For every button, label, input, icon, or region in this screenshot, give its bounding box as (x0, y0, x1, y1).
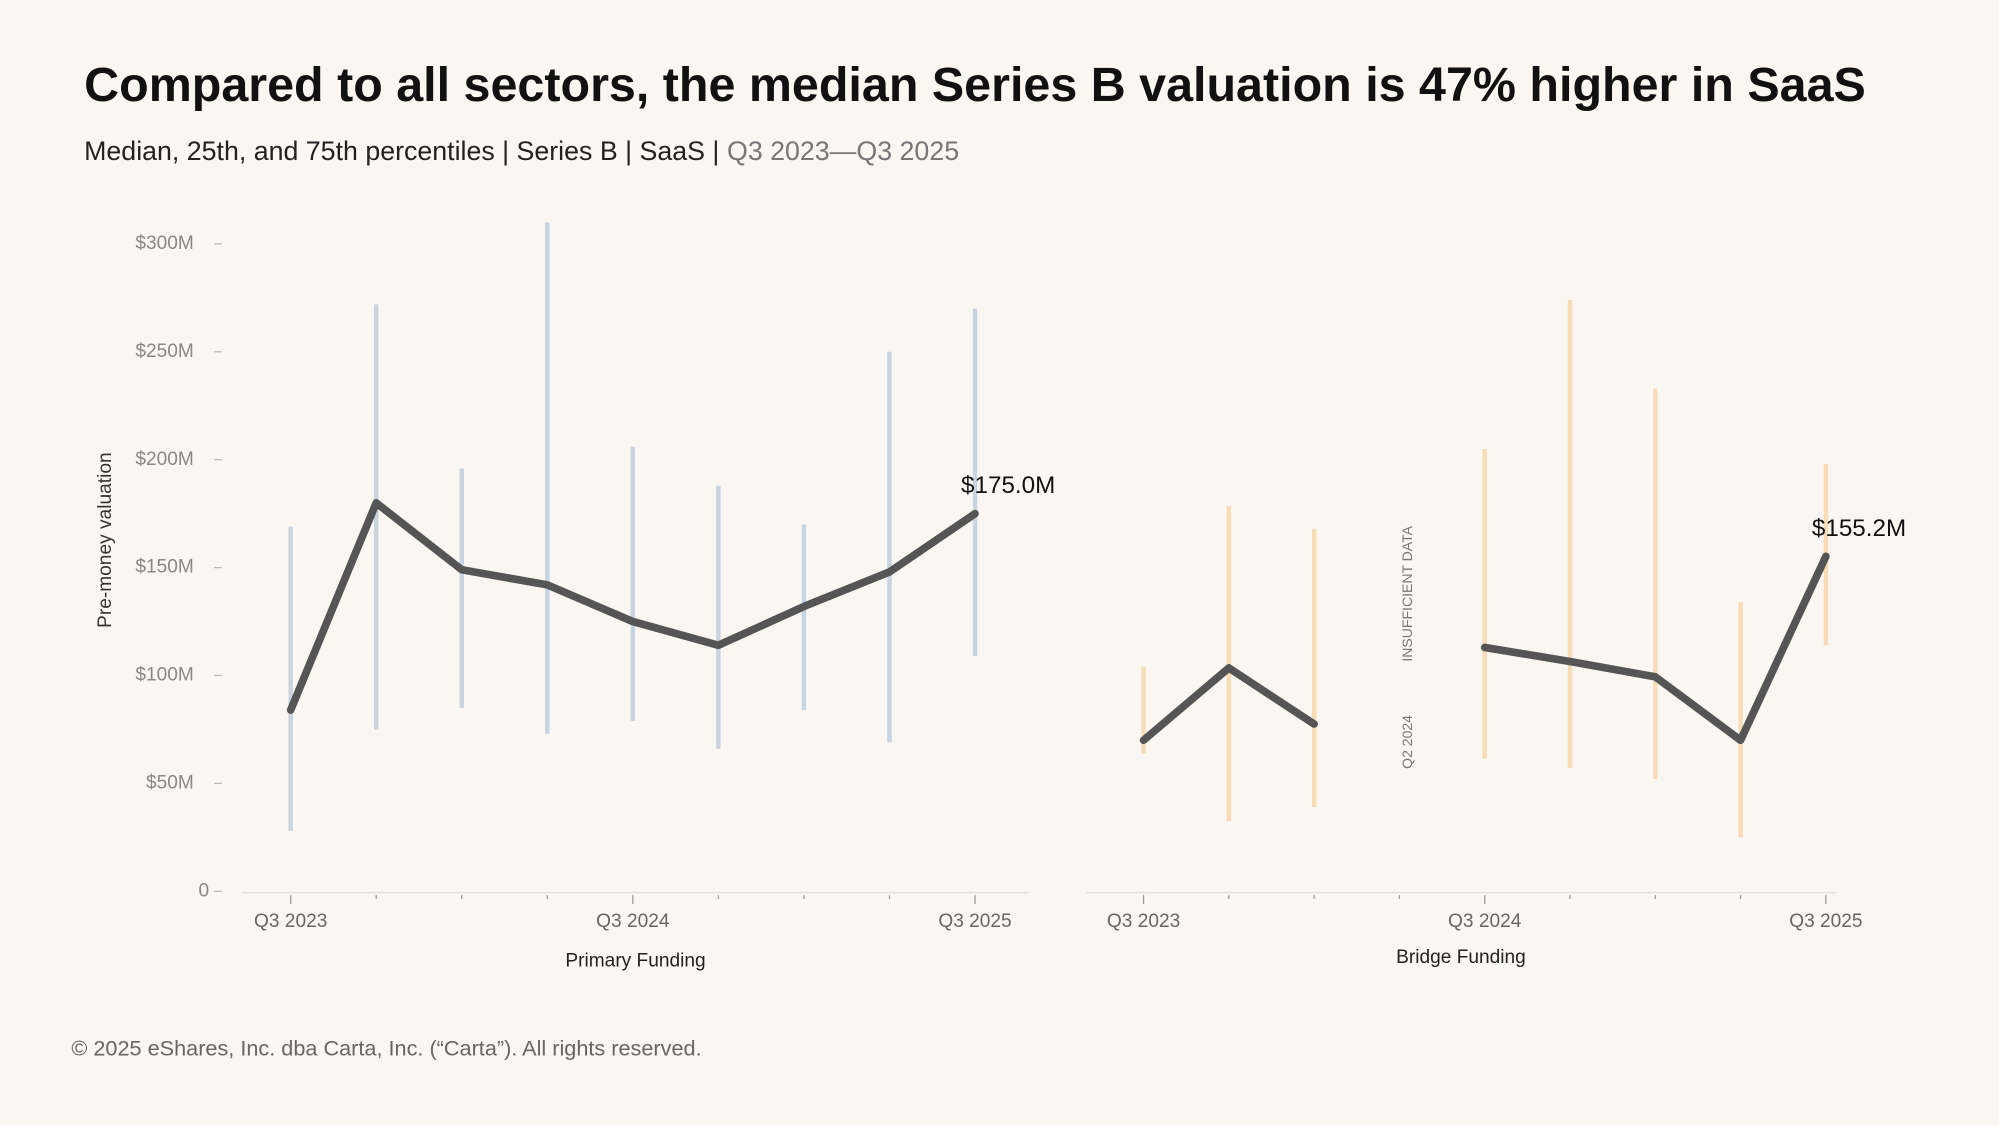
title: Compared to all sectors, the median Seri… (84, 58, 1866, 112)
y-tick-label: $50M (146, 772, 194, 793)
median-line (1139, 664, 1318, 745)
x-tick-label: Q3 2023 (254, 911, 327, 932)
x-axis-label: Bridge Funding (1396, 947, 1526, 968)
x-tick-label: Q3 2024 (596, 911, 670, 932)
y-tick-label: $300M (135, 233, 193, 254)
x-tick-label: Q3 2023 (1107, 911, 1180, 932)
footer: © 2025 eShares, Inc. dba Carta, Inc. (“C… (71, 1035, 701, 1060)
subtitle-period: Q3 2023—Q3 2025 (727, 136, 959, 166)
median-line (286, 499, 979, 714)
annotation: INSUFFICIENT DATA (1399, 525, 1415, 661)
subtitle-main: Median, 25th, and 75th percentiles | Ser… (84, 136, 719, 166)
y-tick-label: $250M (135, 341, 193, 362)
y-tick-label: $100M (135, 665, 193, 686)
y-tick-label: $150M (135, 557, 193, 578)
x-axis-label: Primary Funding (565, 951, 705, 972)
subtitle: Median, 25th, and 75th percentiles | Ser… (84, 136, 959, 166)
annotation: Q2 2024 (1399, 715, 1415, 769)
median-line (1480, 552, 1830, 745)
x-tick-label: Q3 2024 (1448, 911, 1522, 932)
value-label: $155.2M (1812, 515, 1906, 542)
value-label: $175.0M (961, 472, 1055, 499)
y-tick-label: $200M (135, 449, 193, 470)
y-tick-label: 0 (198, 880, 209, 901)
x-tick-label: Q3 2025 (1789, 911, 1862, 932)
y-axis-label: Pre-money valuation (95, 452, 116, 628)
x-tick-label: Q3 2025 (938, 911, 1011, 932)
